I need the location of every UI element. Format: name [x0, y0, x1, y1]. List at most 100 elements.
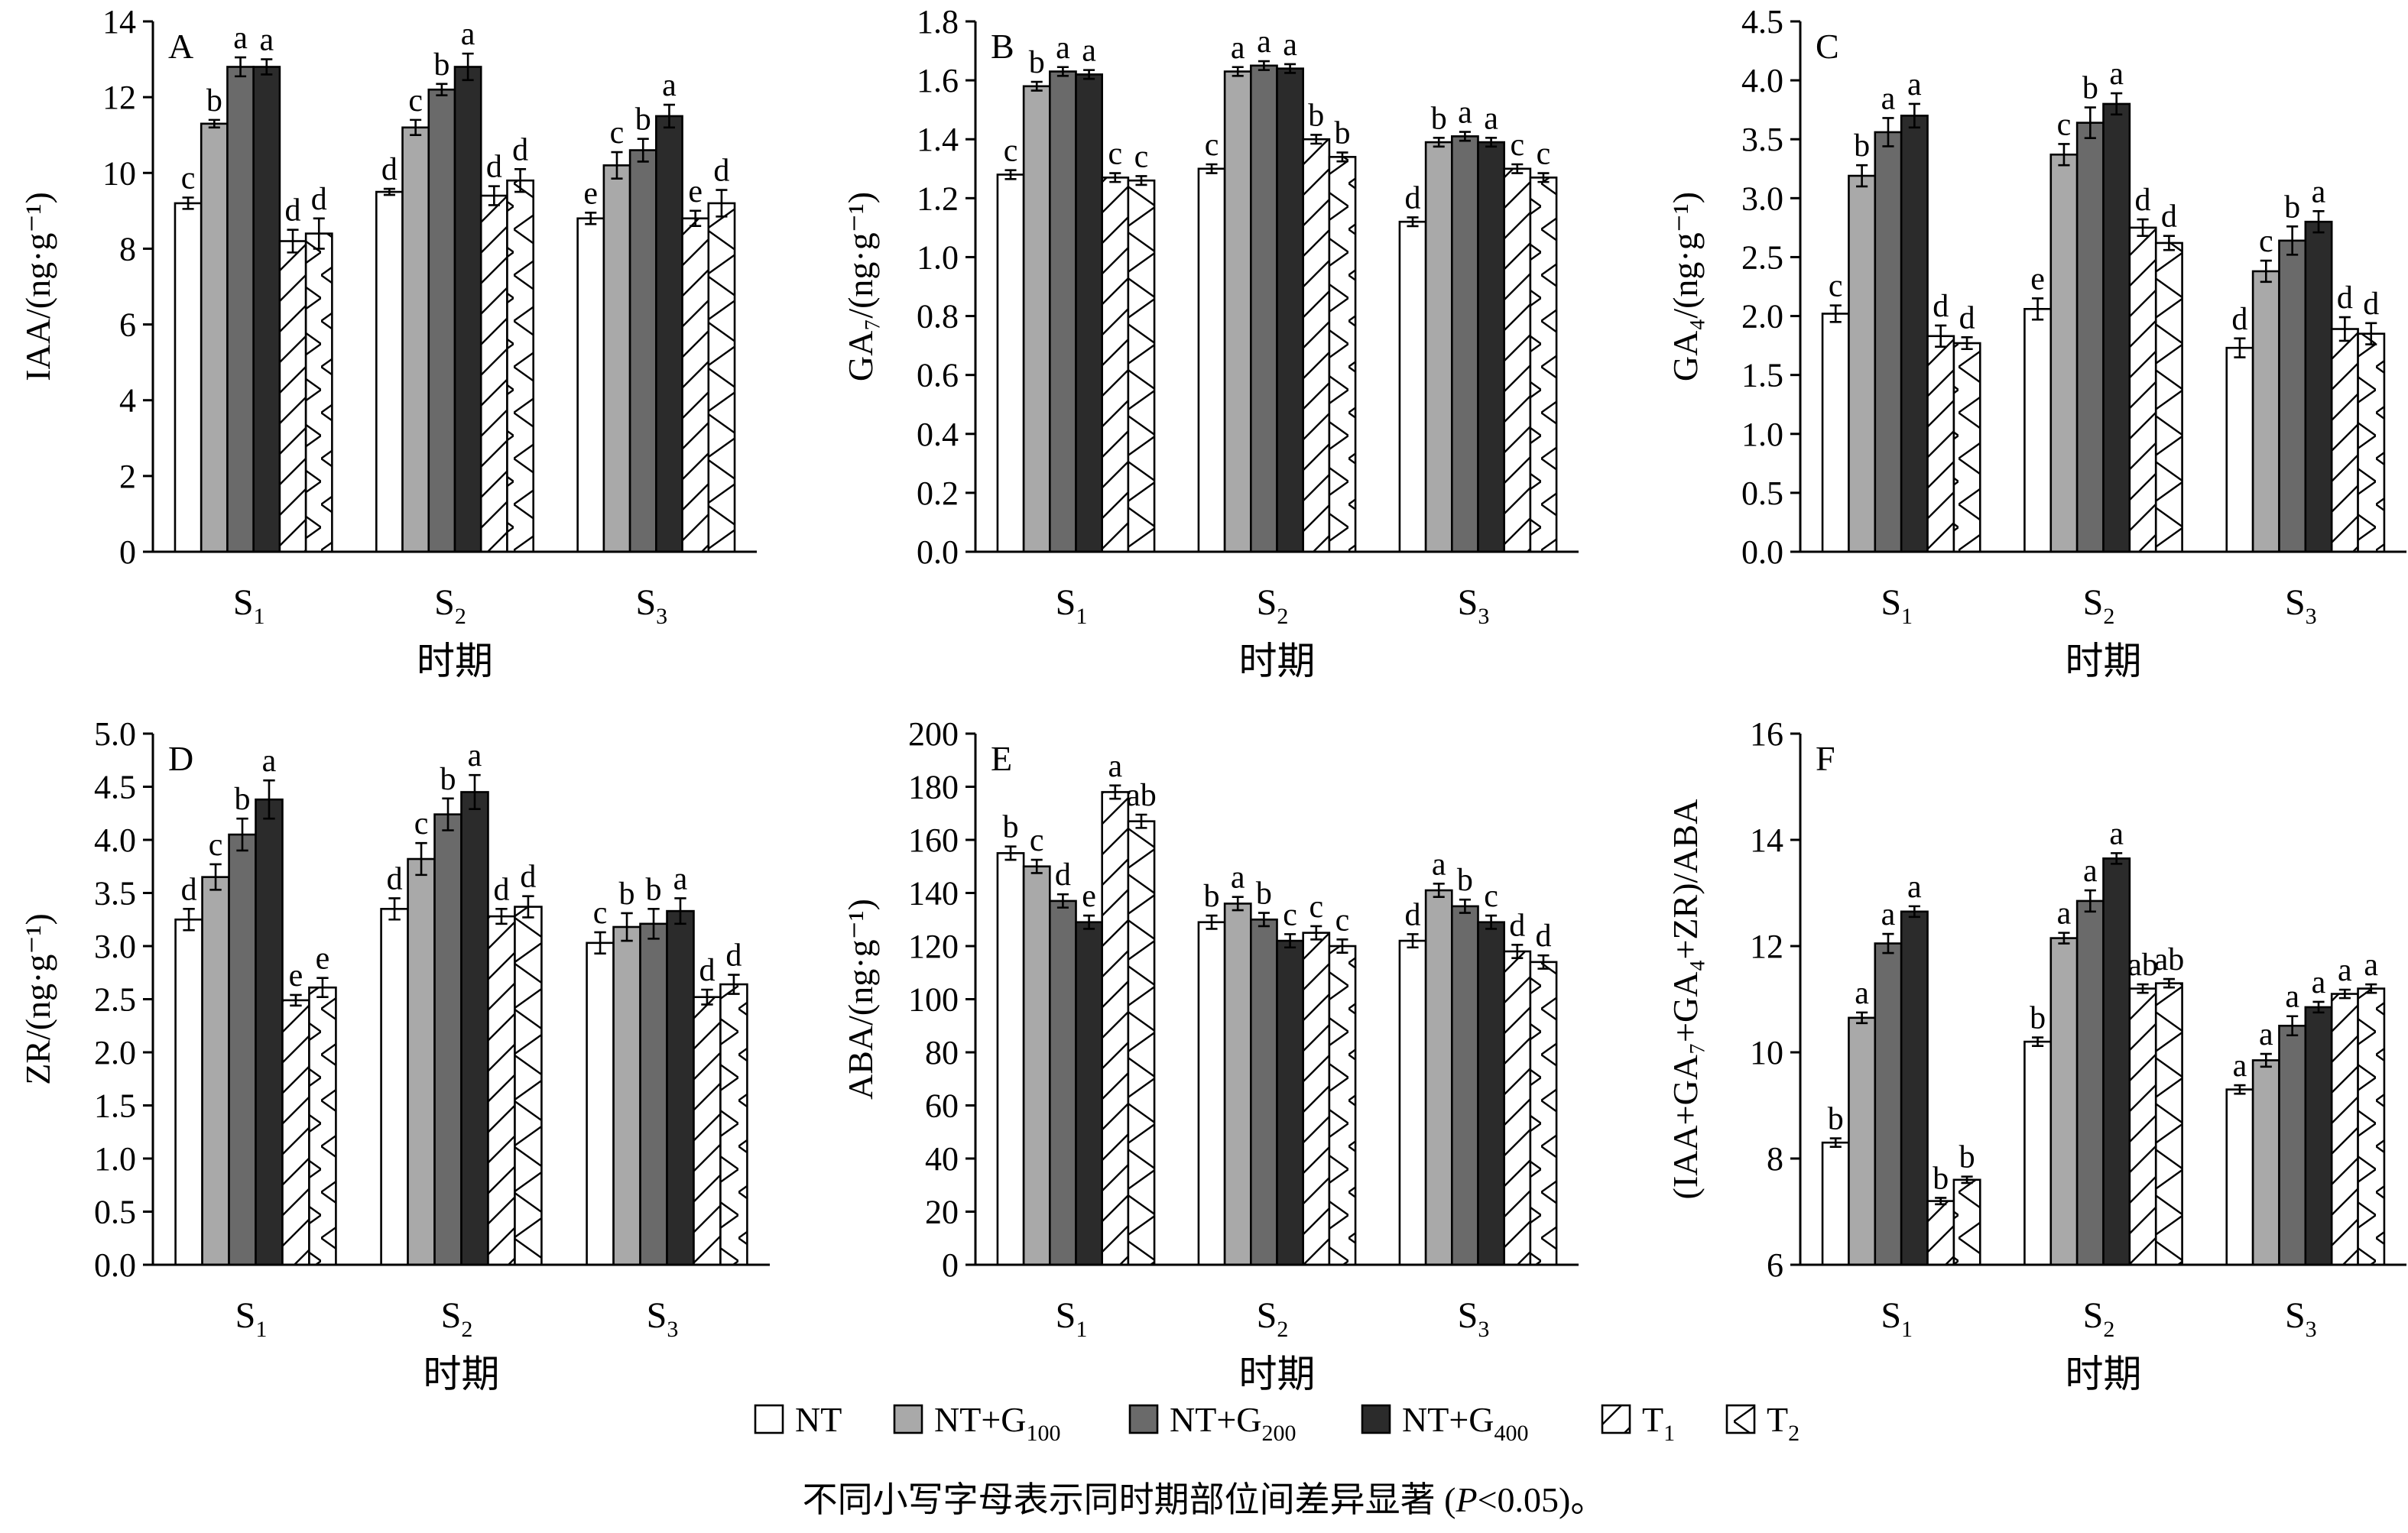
bar [1101, 177, 1130, 553]
bar [1952, 1178, 1981, 1266]
significance-letter: b [206, 83, 222, 118]
significance-letter: c [414, 806, 429, 841]
error-bar [1459, 898, 1471, 914]
x-axis-label: 时期 [2066, 1353, 2142, 1395]
bar [1424, 889, 1453, 1266]
error-bar [1511, 943, 1524, 959]
bar [226, 66, 255, 553]
error-bar [383, 187, 395, 196]
bar [2225, 1088, 2254, 1266]
significance-letter: c [1510, 128, 1524, 163]
error-bar [1336, 151, 1348, 163]
significance-letter: c [408, 83, 423, 118]
bar [278, 240, 307, 553]
bar [2075, 899, 2105, 1266]
error-bar [1004, 845, 1017, 861]
error-bar [2234, 337, 2246, 358]
y-tick-label: 0.4 [917, 416, 959, 453]
category-label: S1 [233, 582, 265, 629]
error-bar [2058, 143, 2070, 167]
error-bar [1109, 172, 1121, 183]
significance-letter: a [2233, 1048, 2247, 1084]
significance-letter: d [2161, 199, 2177, 235]
legend-label: NT [795, 1400, 842, 1439]
error-bar [701, 988, 713, 1006]
bar [433, 813, 462, 1266]
error-bar [290, 993, 302, 1007]
significance-letter: a [662, 68, 677, 103]
error-bar [585, 212, 597, 225]
y-tick-label: 14 [102, 3, 136, 41]
significance-letter: b [1457, 863, 1473, 898]
significance-letter: e [316, 942, 330, 977]
significance-letter: b [2082, 71, 2098, 106]
legend-swatch [1725, 1404, 1756, 1434]
significance-letter: c [1537, 137, 1551, 172]
error-bar [410, 118, 422, 137]
error-bar [2286, 1015, 2299, 1037]
bar [487, 915, 516, 1266]
significance-letter: b [235, 782, 251, 817]
significance-letter: d [2337, 280, 2353, 316]
bar [2049, 937, 2079, 1266]
significance-letter: a [461, 17, 475, 52]
y-tick-label: 2.5 [94, 981, 136, 1019]
significance-letter: d [1405, 897, 1421, 932]
error-bar [1961, 1175, 1973, 1185]
error-bar [2338, 988, 2351, 1000]
error-bar [1856, 164, 1868, 188]
bar [2330, 328, 2359, 553]
error-bar [287, 228, 299, 254]
error-bar [2137, 218, 2149, 237]
y-tick-label: 1.0 [1741, 416, 1783, 453]
error-bar [436, 83, 448, 96]
error-bar [1206, 163, 1218, 174]
significance-letter: c [610, 115, 625, 151]
error-bar [263, 779, 275, 820]
panel-letter: B [991, 27, 1014, 66]
category-label: S2 [434, 582, 466, 629]
bar [2102, 857, 2131, 1266]
bar [2023, 308, 2053, 553]
significance-letter: d [311, 182, 327, 217]
bar [1101, 791, 1130, 1266]
y-tick-label: 140 [908, 875, 959, 912]
bar [380, 908, 409, 1266]
significance-letter: b [619, 877, 635, 912]
axis-frame [151, 734, 770, 1266]
bar [252, 66, 281, 553]
significance-letter: c [1030, 823, 1044, 858]
footnote: 不同小写字母表示同时期部位间差异显著 (P<0.05)。 [803, 1480, 1606, 1519]
significance-letter: b [1308, 98, 1324, 133]
error-bar [2260, 259, 2272, 284]
bar [1874, 131, 1903, 553]
error-bar [1056, 893, 1069, 909]
bar [1398, 220, 1427, 553]
significance-letter: c [1484, 879, 1498, 914]
footnote-text: 不同小写字母表示同时期部位间差异显著 ( [803, 1480, 1456, 1519]
significance-letter: a [1907, 870, 1922, 905]
significance-letter: d [713, 154, 729, 189]
y-tick-label: 1.0 [917, 238, 959, 276]
y-tick-label: 1.5 [1741, 357, 1783, 394]
bar [1900, 115, 1929, 553]
y-tick-label: 0.8 [917, 298, 959, 335]
y-tick-label: 100 [908, 981, 959, 1019]
significance-letter: e [1082, 879, 1096, 914]
significance-letter: a [2338, 953, 2352, 988]
bar [639, 922, 668, 1266]
bar [2278, 1024, 2307, 1266]
error-bar [1459, 131, 1471, 142]
y-axis-label: IAA/(ng·g⁻¹) [18, 192, 57, 381]
y-tick-label: 4.5 [94, 769, 136, 806]
legend-item: T1 [1601, 1400, 1675, 1446]
legend-item: NT+G100 [893, 1400, 1060, 1446]
y-tick-label: 10 [1750, 1034, 1783, 1071]
bar [1398, 939, 1427, 1266]
significance-letter: ab [2154, 942, 2185, 977]
error-bar [522, 895, 534, 919]
error-bar [442, 797, 454, 831]
significance-letter: d [493, 872, 509, 907]
